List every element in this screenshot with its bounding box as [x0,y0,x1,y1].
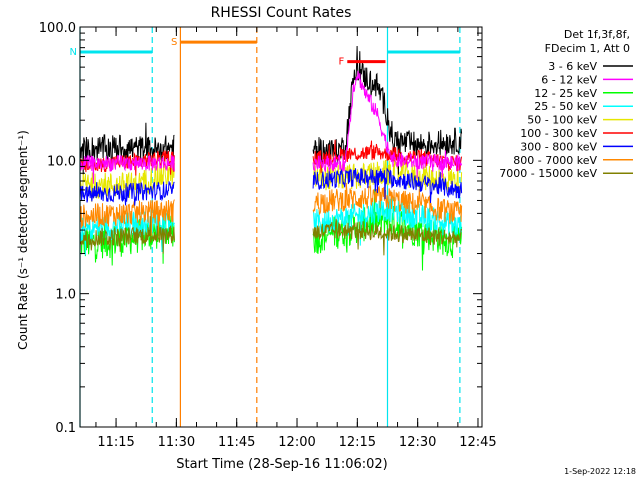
series-line-6-seg-0 [79,181,175,206]
legend-label-8: 7000 - 15000 keV [499,167,597,180]
x-tick-label-1: 11:30 [158,435,195,450]
x-tick-label-0: 11:15 [97,435,134,450]
flag-label-3: F [339,57,345,68]
legend-header-1: FDecim 1, Att 0 [545,42,630,55]
legend-header-0: Det 1f,3f,8f, [564,28,630,41]
series-line-8-seg-0 [79,216,175,254]
x-tick-label-5: 12:30 [399,435,436,450]
chart-title: RHESSI Count Rates [211,5,352,21]
x-tick-label-6: 12:45 [459,435,496,450]
flag-label-0: N [70,47,77,58]
y-tick-label-1: 1.0 [55,288,76,303]
series-line-7-seg-0 [79,199,175,239]
x-tick-label-4: 12:15 [339,435,376,450]
plot-frame [79,26,483,428]
legend-label-5: 100 - 300 keV [520,127,597,140]
timestamp-label: 1-Sep-2022 12:18 [564,467,636,476]
series-line-7-seg-1 [312,182,463,224]
flag-label-2: S [171,37,177,48]
legend-label-7: 800 - 7000 keV [513,154,597,167]
series-line-6-seg-1 [312,167,463,204]
legend-label-6: 300 - 800 keV [520,140,597,153]
series-line-0-seg-0 [79,122,175,175]
x-tick-label-3: 12:00 [278,435,315,450]
legend-label-4: 50 - 100 keV [527,114,597,127]
series-line-3-seg-1 [312,196,463,246]
legend-label-0: 3 - 6 keV [548,60,597,73]
y-axis-label: Count Rate (s⁻¹ detector segment⁻¹) [16,130,30,350]
series-line-8-seg-1 [312,218,463,256]
legend-label-3: 25 - 50 keV [534,100,597,113]
y-tick-label-3: 100.0 [39,21,76,36]
y-tick-label-0: 0.1 [55,421,76,436]
legend-label-1: 6 - 12 keV [541,73,597,86]
legend-label-2: 12 - 25 keV [534,87,597,100]
x-tick-label-2: 11:45 [218,435,255,450]
x-axis-label: Start Time (28-Sep-16 11:06:02) [176,457,387,472]
series-line-1-seg-0 [79,154,175,184]
y-tick-label-2: 10.0 [47,154,76,169]
series-line-2-seg-1 [312,188,463,271]
series-line-1-seg-1 [312,70,463,179]
